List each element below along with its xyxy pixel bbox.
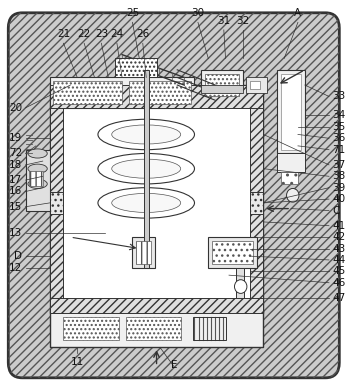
Ellipse shape bbox=[112, 193, 181, 213]
Bar bbox=[277, 70, 305, 154]
Text: 43: 43 bbox=[332, 244, 346, 254]
Text: 34: 34 bbox=[332, 110, 346, 121]
Text: 35: 35 bbox=[332, 122, 346, 132]
Bar bbox=[212, 241, 253, 264]
Bar bbox=[126, 317, 181, 340]
Text: 41: 41 bbox=[332, 221, 346, 231]
Ellipse shape bbox=[98, 154, 195, 184]
Circle shape bbox=[234, 280, 247, 293]
Bar bbox=[281, 74, 301, 150]
Text: 17: 17 bbox=[9, 175, 22, 185]
Text: 13: 13 bbox=[9, 228, 22, 238]
Bar bbox=[50, 85, 264, 108]
Bar bbox=[50, 309, 264, 347]
Text: 26: 26 bbox=[136, 29, 149, 39]
Bar bbox=[50, 192, 63, 214]
Text: 23: 23 bbox=[95, 29, 108, 39]
Text: A: A bbox=[294, 8, 301, 18]
Ellipse shape bbox=[112, 159, 181, 178]
Text: 18: 18 bbox=[9, 160, 22, 170]
Bar bbox=[250, 192, 264, 214]
Text: 45: 45 bbox=[332, 266, 346, 277]
Bar bbox=[145, 70, 149, 268]
Bar bbox=[136, 241, 152, 264]
Ellipse shape bbox=[98, 188, 195, 218]
Text: 16: 16 bbox=[9, 187, 22, 196]
Text: 25: 25 bbox=[126, 8, 139, 18]
Text: 19: 19 bbox=[9, 133, 22, 143]
Ellipse shape bbox=[28, 179, 47, 188]
Bar bbox=[201, 85, 243, 93]
Text: 40: 40 bbox=[332, 194, 345, 204]
Text: 46: 46 bbox=[332, 278, 346, 288]
Ellipse shape bbox=[98, 119, 195, 150]
Text: 11: 11 bbox=[71, 357, 84, 367]
Bar bbox=[29, 170, 43, 186]
Circle shape bbox=[287, 188, 299, 202]
Bar bbox=[250, 81, 260, 89]
Text: 15: 15 bbox=[9, 202, 22, 212]
Bar bbox=[281, 172, 298, 184]
Bar bbox=[205, 74, 239, 97]
Ellipse shape bbox=[28, 164, 47, 173]
Bar bbox=[246, 77, 267, 93]
Bar bbox=[193, 317, 225, 340]
Text: 42: 42 bbox=[332, 232, 346, 242]
Text: 24: 24 bbox=[110, 29, 124, 39]
Bar bbox=[277, 154, 305, 172]
Bar bbox=[50, 85, 264, 313]
Text: 22: 22 bbox=[77, 29, 91, 39]
Bar bbox=[132, 237, 155, 268]
Text: 47: 47 bbox=[332, 293, 346, 303]
Bar bbox=[63, 317, 119, 340]
Text: D: D bbox=[14, 251, 22, 261]
Text: 38: 38 bbox=[332, 171, 346, 181]
Text: 72: 72 bbox=[9, 149, 22, 159]
Text: 33: 33 bbox=[332, 92, 346, 101]
Text: C: C bbox=[332, 206, 340, 216]
Text: 31: 31 bbox=[217, 16, 230, 26]
Text: 32: 32 bbox=[236, 16, 250, 26]
Text: 30: 30 bbox=[191, 8, 204, 18]
Bar bbox=[50, 298, 264, 313]
Ellipse shape bbox=[112, 125, 181, 144]
Text: 12: 12 bbox=[9, 262, 22, 273]
Text: 20: 20 bbox=[9, 103, 22, 113]
Text: 36: 36 bbox=[332, 133, 346, 143]
Bar bbox=[26, 150, 50, 211]
Text: 44: 44 bbox=[332, 255, 346, 265]
Bar bbox=[53, 81, 122, 104]
Bar bbox=[250, 108, 264, 313]
Ellipse shape bbox=[28, 149, 47, 158]
Text: 21: 21 bbox=[57, 29, 70, 39]
Text: 39: 39 bbox=[332, 183, 346, 193]
Text: 71: 71 bbox=[332, 145, 346, 155]
Bar bbox=[50, 77, 195, 108]
Bar bbox=[208, 237, 257, 268]
Bar bbox=[50, 108, 63, 313]
Bar bbox=[201, 70, 243, 100]
FancyBboxPatch shape bbox=[8, 13, 339, 378]
Text: E: E bbox=[170, 360, 177, 370]
Bar bbox=[236, 268, 245, 298]
Bar bbox=[115, 59, 156, 77]
Bar bbox=[129, 81, 191, 104]
Text: 37: 37 bbox=[332, 160, 346, 170]
